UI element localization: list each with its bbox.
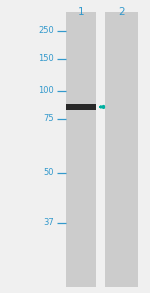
- Text: 100: 100: [38, 86, 54, 95]
- Text: 75: 75: [43, 114, 54, 123]
- Text: 250: 250: [38, 26, 54, 35]
- Bar: [105, 12, 138, 287]
- Bar: [66, 104, 96, 110]
- Text: 37: 37: [43, 218, 54, 227]
- Text: 50: 50: [44, 168, 54, 177]
- Text: 1: 1: [78, 7, 84, 17]
- Text: 2: 2: [118, 7, 125, 17]
- Bar: [66, 12, 96, 287]
- Text: 150: 150: [38, 54, 54, 63]
